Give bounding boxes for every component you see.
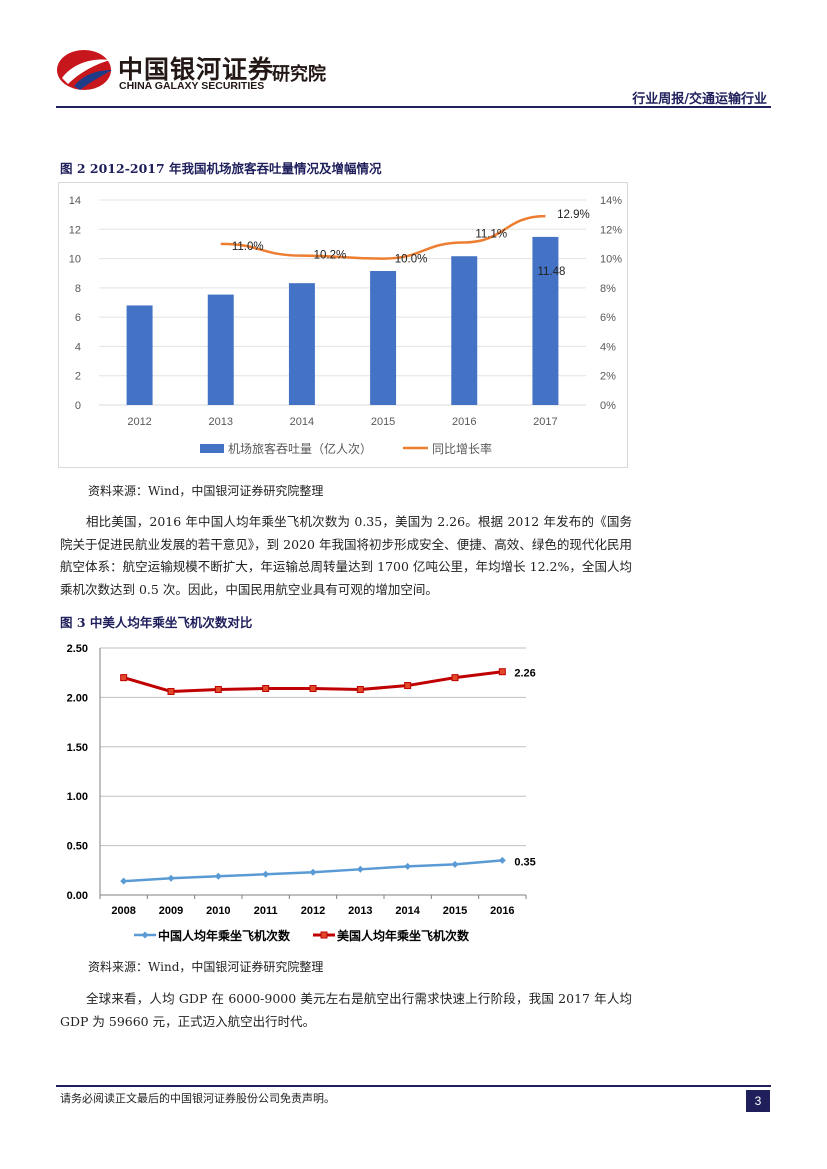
bar	[288, 283, 315, 405]
y-tick-left: 14	[69, 195, 81, 207]
y-tick-left: 12	[69, 224, 81, 236]
legend-us-label: 美国人均年乘坐飞机次数	[337, 928, 470, 943]
y-tick-right: 8%	[600, 283, 616, 295]
x-tick: 2013	[348, 905, 372, 917]
figure2-title: 图 2 2012-2017 年我国机场旅客吞吐量情况及增幅情况	[60, 161, 382, 176]
x-tick: 2011	[254, 905, 278, 917]
x-tick: 2015	[443, 905, 467, 917]
x-tick: 2008	[111, 905, 135, 917]
bar	[126, 305, 153, 405]
footer-disclaimer: 请务必阅读正文最后的中国银河证券股份公司免责声明。	[60, 1092, 335, 1105]
header-divider	[56, 106, 771, 108]
figure2-source: 资料来源：Wind，中国银河证券研究院整理	[88, 484, 324, 498]
china-point-marker	[120, 877, 128, 885]
line-data-label: 11.1%	[475, 228, 507, 240]
china-point-marker	[309, 868, 317, 876]
figure2-chart: 0 2 4 6 8 10 12 14 0% 2% 4% 6% 8% 10% 12% 14% 2012 2013 20…	[58, 182, 628, 468]
x-tick: 2014	[290, 416, 314, 428]
x-tick: 2016	[490, 905, 514, 917]
bar	[451, 256, 478, 405]
line-data-label: 11.0%	[232, 241, 264, 253]
growth-rate-line	[220, 214, 546, 260]
us-point-marker	[356, 685, 364, 693]
x-tick: 2012	[301, 905, 325, 917]
y-tick: 0.50	[67, 841, 88, 853]
footer-divider	[56, 1085, 771, 1087]
logo-english-name: CHINA GALAXY SECURITIES	[119, 80, 265, 92]
y-tick-right: 10%	[600, 254, 622, 266]
paragraph-2: 全球来看，人均 GDP 在 6000-9000 美元左右是航空出行需求快速上行阶…	[60, 991, 632, 1029]
legend-line-label: 同比增长率	[432, 441, 492, 456]
y-tick-right: 14%	[600, 195, 622, 207]
china-point-marker	[167, 874, 175, 882]
legend-china-marker	[141, 931, 149, 939]
y-tick-left: 10	[69, 254, 81, 266]
legend-bar-label: 机场旅客吞吐量（亿人次）	[228, 441, 372, 456]
bar-data-label: 11.48	[537, 266, 565, 278]
us-point-marker	[498, 668, 506, 676]
legend-us-marker	[320, 931, 328, 939]
legend-china-label: 中国人均年乘坐飞机次数	[158, 928, 291, 943]
y-tick-right: 6%	[600, 312, 616, 324]
page-number: 3	[746, 1090, 770, 1112]
us-point-marker	[262, 685, 270, 693]
galaxy-logo-icon	[57, 50, 112, 90]
x-tick: 2009	[159, 905, 183, 917]
legend-bar-swatch	[200, 444, 224, 453]
y-tick: 2.00	[67, 692, 88, 704]
china-point-marker	[404, 862, 412, 870]
y-tick-right: 12%	[600, 224, 622, 236]
y-tick: 2.50	[67, 643, 88, 655]
y-tick: 1.00	[67, 791, 88, 803]
y-tick-left: 2	[75, 371, 81, 383]
china-point-marker	[214, 872, 222, 880]
paragraph-1: 相比美国，2016 年中国人均年乘坐飞机次数为 0.35，美国为 2.26。根据…	[60, 514, 632, 597]
y-tick: 1.50	[67, 742, 88, 754]
china-point-marker	[356, 865, 364, 873]
us-point-marker	[451, 674, 459, 682]
logo-chinese-name: 中国银河证券	[118, 55, 275, 84]
us-point-marker	[167, 687, 175, 695]
y-tick-right: 4%	[600, 341, 616, 353]
bar	[532, 236, 559, 405]
figure3-title: 图 3 中美人均年乘坐飞机次数对比	[60, 615, 253, 630]
x-tick: 2016	[452, 416, 476, 428]
bar	[207, 294, 234, 405]
us-point-marker	[309, 685, 317, 693]
x-tick: 2012	[127, 416, 151, 428]
us-point-marker	[214, 685, 222, 693]
figure3-chart: 0.00 0.50 1.00 1.50 2.00 2.50 2008 2009 2010 2011…	[67, 643, 536, 943]
y-tick-right: 2%	[600, 371, 616, 383]
china-point-marker	[451, 860, 459, 868]
x-tick: 2010	[206, 905, 230, 917]
china-point-marker	[262, 870, 270, 878]
y-tick: 0.00	[67, 890, 88, 902]
end-data-label: 2.26	[514, 668, 535, 680]
figure3-source: 资料来源：Wind，中国银河证券研究院整理	[88, 960, 324, 974]
bar	[370, 271, 397, 405]
us-point-marker	[120, 674, 128, 682]
institute-name: 研究院	[272, 64, 326, 85]
china-point-marker	[498, 856, 506, 864]
y-tick-left: 4	[75, 341, 81, 353]
line-data-label: 12.9%	[557, 209, 590, 221]
y-tick-left: 8	[75, 283, 81, 295]
y-tick-right: 0%	[600, 400, 616, 412]
x-tick: 2017	[533, 416, 557, 428]
y-tick-left: 6	[75, 312, 81, 324]
us-point-marker	[404, 682, 412, 690]
x-tick: 2015	[371, 416, 395, 428]
line-data-label: 10.0%	[395, 254, 428, 266]
x-tick: 2014	[395, 905, 420, 917]
x-tick: 2013	[209, 416, 233, 428]
line-data-label: 10.2%	[314, 250, 347, 262]
y-tick-left: 0	[75, 400, 81, 412]
report-type: 行业周报/交通运输行业	[632, 92, 767, 107]
end-data-label: 0.35	[514, 856, 535, 868]
